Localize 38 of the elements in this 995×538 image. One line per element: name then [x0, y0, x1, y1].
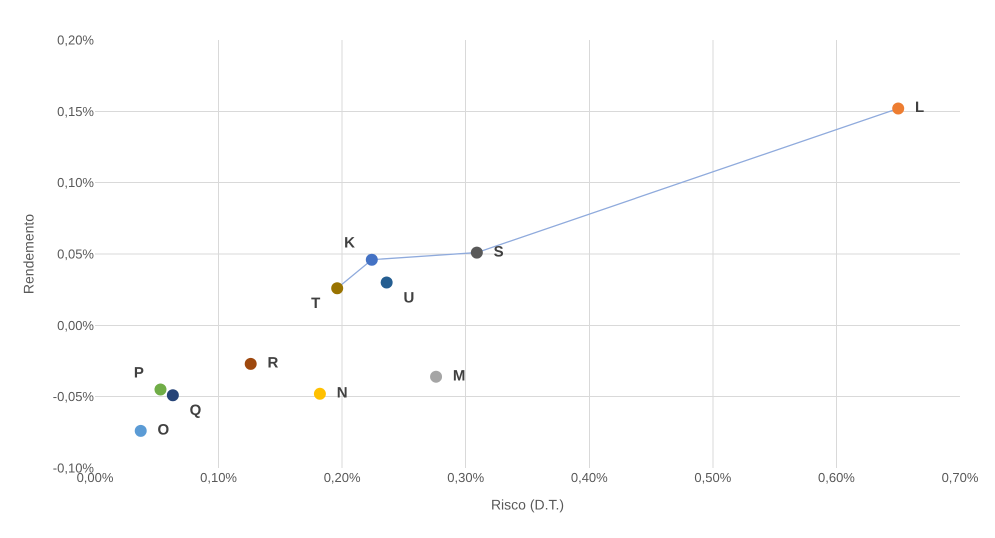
series-label: Q: [181, 402, 210, 419]
point: [154, 384, 166, 396]
point: [331, 282, 344, 294]
series-label: S: [485, 243, 512, 260]
y-axis-title: Rendemento: [20, 214, 36, 294]
point: [244, 358, 257, 370]
point: [134, 424, 147, 437]
series-label: N: [328, 384, 356, 402]
x-tick-label: 0,20%: [324, 470, 362, 485]
series-label: T: [302, 294, 329, 312]
x-axis-title: Risco (D.T.): [490, 496, 564, 512]
series-label: O: [149, 422, 178, 439]
series-label: L: [906, 99, 932, 116]
x-tick-label: 0,10%: [200, 470, 238, 485]
y-tick-label: 0,05%: [57, 246, 94, 262]
point: [430, 370, 442, 383]
y-tick-label: -0,10%: [52, 460, 94, 476]
y-tick-label: 0,15%: [57, 104, 94, 119]
x-tick-label: 0,30%: [447, 470, 485, 485]
x-tick-label: 0,50%: [694, 470, 732, 485]
point: [314, 388, 326, 400]
x-tick-label: 0,60%: [818, 470, 856, 485]
series-label: R: [259, 354, 287, 372]
series-label: P: [126, 364, 152, 382]
series-label: M: [444, 367, 474, 384]
x-tick-label: 0,70%: [942, 470, 979, 485]
y-tick-label: 0,10%: [57, 175, 94, 190]
series-label: U: [395, 289, 423, 306]
y-tick-label: 0,20%: [57, 32, 94, 48]
x-tick-label: 0,40%: [570, 470, 608, 485]
point: [380, 276, 393, 289]
point: [166, 389, 179, 402]
point: [366, 254, 378, 266]
point: [892, 102, 904, 114]
series-label: K: [336, 234, 364, 252]
y-tick-label: -0,05%: [52, 389, 94, 404]
point: [470, 246, 483, 259]
y-tick-label: 0,00%: [57, 318, 94, 333]
